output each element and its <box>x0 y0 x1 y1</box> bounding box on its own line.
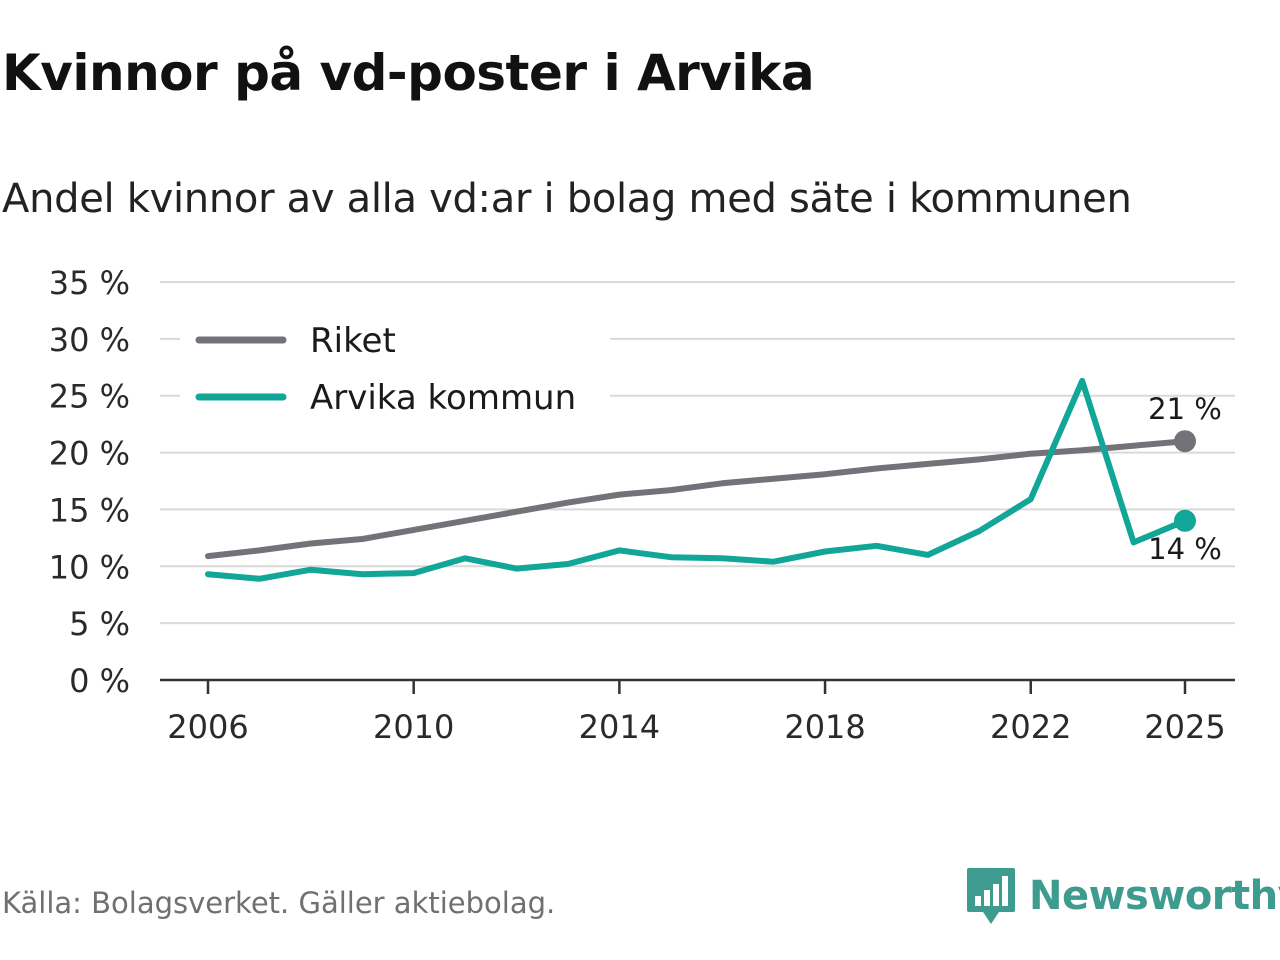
legend-label: Riket <box>310 321 396 361</box>
x-tick-label: 2022 <box>990 708 1071 746</box>
y-tick-label: 10 % <box>49 548 130 586</box>
axes: 0 % 5 % 10 % 15 % 20 % 25 % 30 % 35 % 2006 2010 20… <box>49 264 1235 746</box>
chart-title: Kvinnor på vd-poster i Arvika <box>2 44 815 102</box>
y-tick-label: 5 % <box>69 605 130 643</box>
series-lines <box>205 377 1196 582</box>
x-tick-label: 2006 <box>167 708 248 746</box>
x-tick-label: 2014 <box>579 708 660 746</box>
y-tick-label: 30 % <box>49 321 130 359</box>
end-point-marker <box>1174 509 1196 532</box>
end-labels: 21 % 14 % <box>1148 392 1222 566</box>
newsworthy-logo-icon <box>967 868 1015 924</box>
end-label-riket: 21 % <box>1148 392 1222 426</box>
chart-subtitle: Andel kvinnor av alla vd:ar i bolag med … <box>2 176 1132 222</box>
x-tick-label: 2010 <box>373 708 454 746</box>
series-line-arvika <box>205 377 1188 582</box>
brand-logo: Newsworthy <box>965 866 1280 926</box>
end-label-arvika: 14 % <box>1148 532 1222 566</box>
brand-name: Newsworthy <box>1029 873 1280 919</box>
source-note: Källa: Bolagsverket. Gäller aktiebolag. <box>2 886 556 920</box>
y-tick-label: 20 % <box>49 435 130 473</box>
x-tick-label: 2025 <box>1144 708 1225 746</box>
y-tick-label: 25 % <box>49 378 130 416</box>
x-tick-label: 2018 <box>784 708 865 746</box>
legend-label: Arvika kommun <box>310 378 576 418</box>
series-line-riket <box>205 438 1188 560</box>
y-tick-label: 15 % <box>49 491 130 529</box>
y-tick-label: 0 % <box>69 662 130 700</box>
legend: Riket Arvika kommun <box>180 318 610 430</box>
y-tick-label: 35 % <box>49 264 130 302</box>
end-point-marker <box>1174 430 1196 453</box>
